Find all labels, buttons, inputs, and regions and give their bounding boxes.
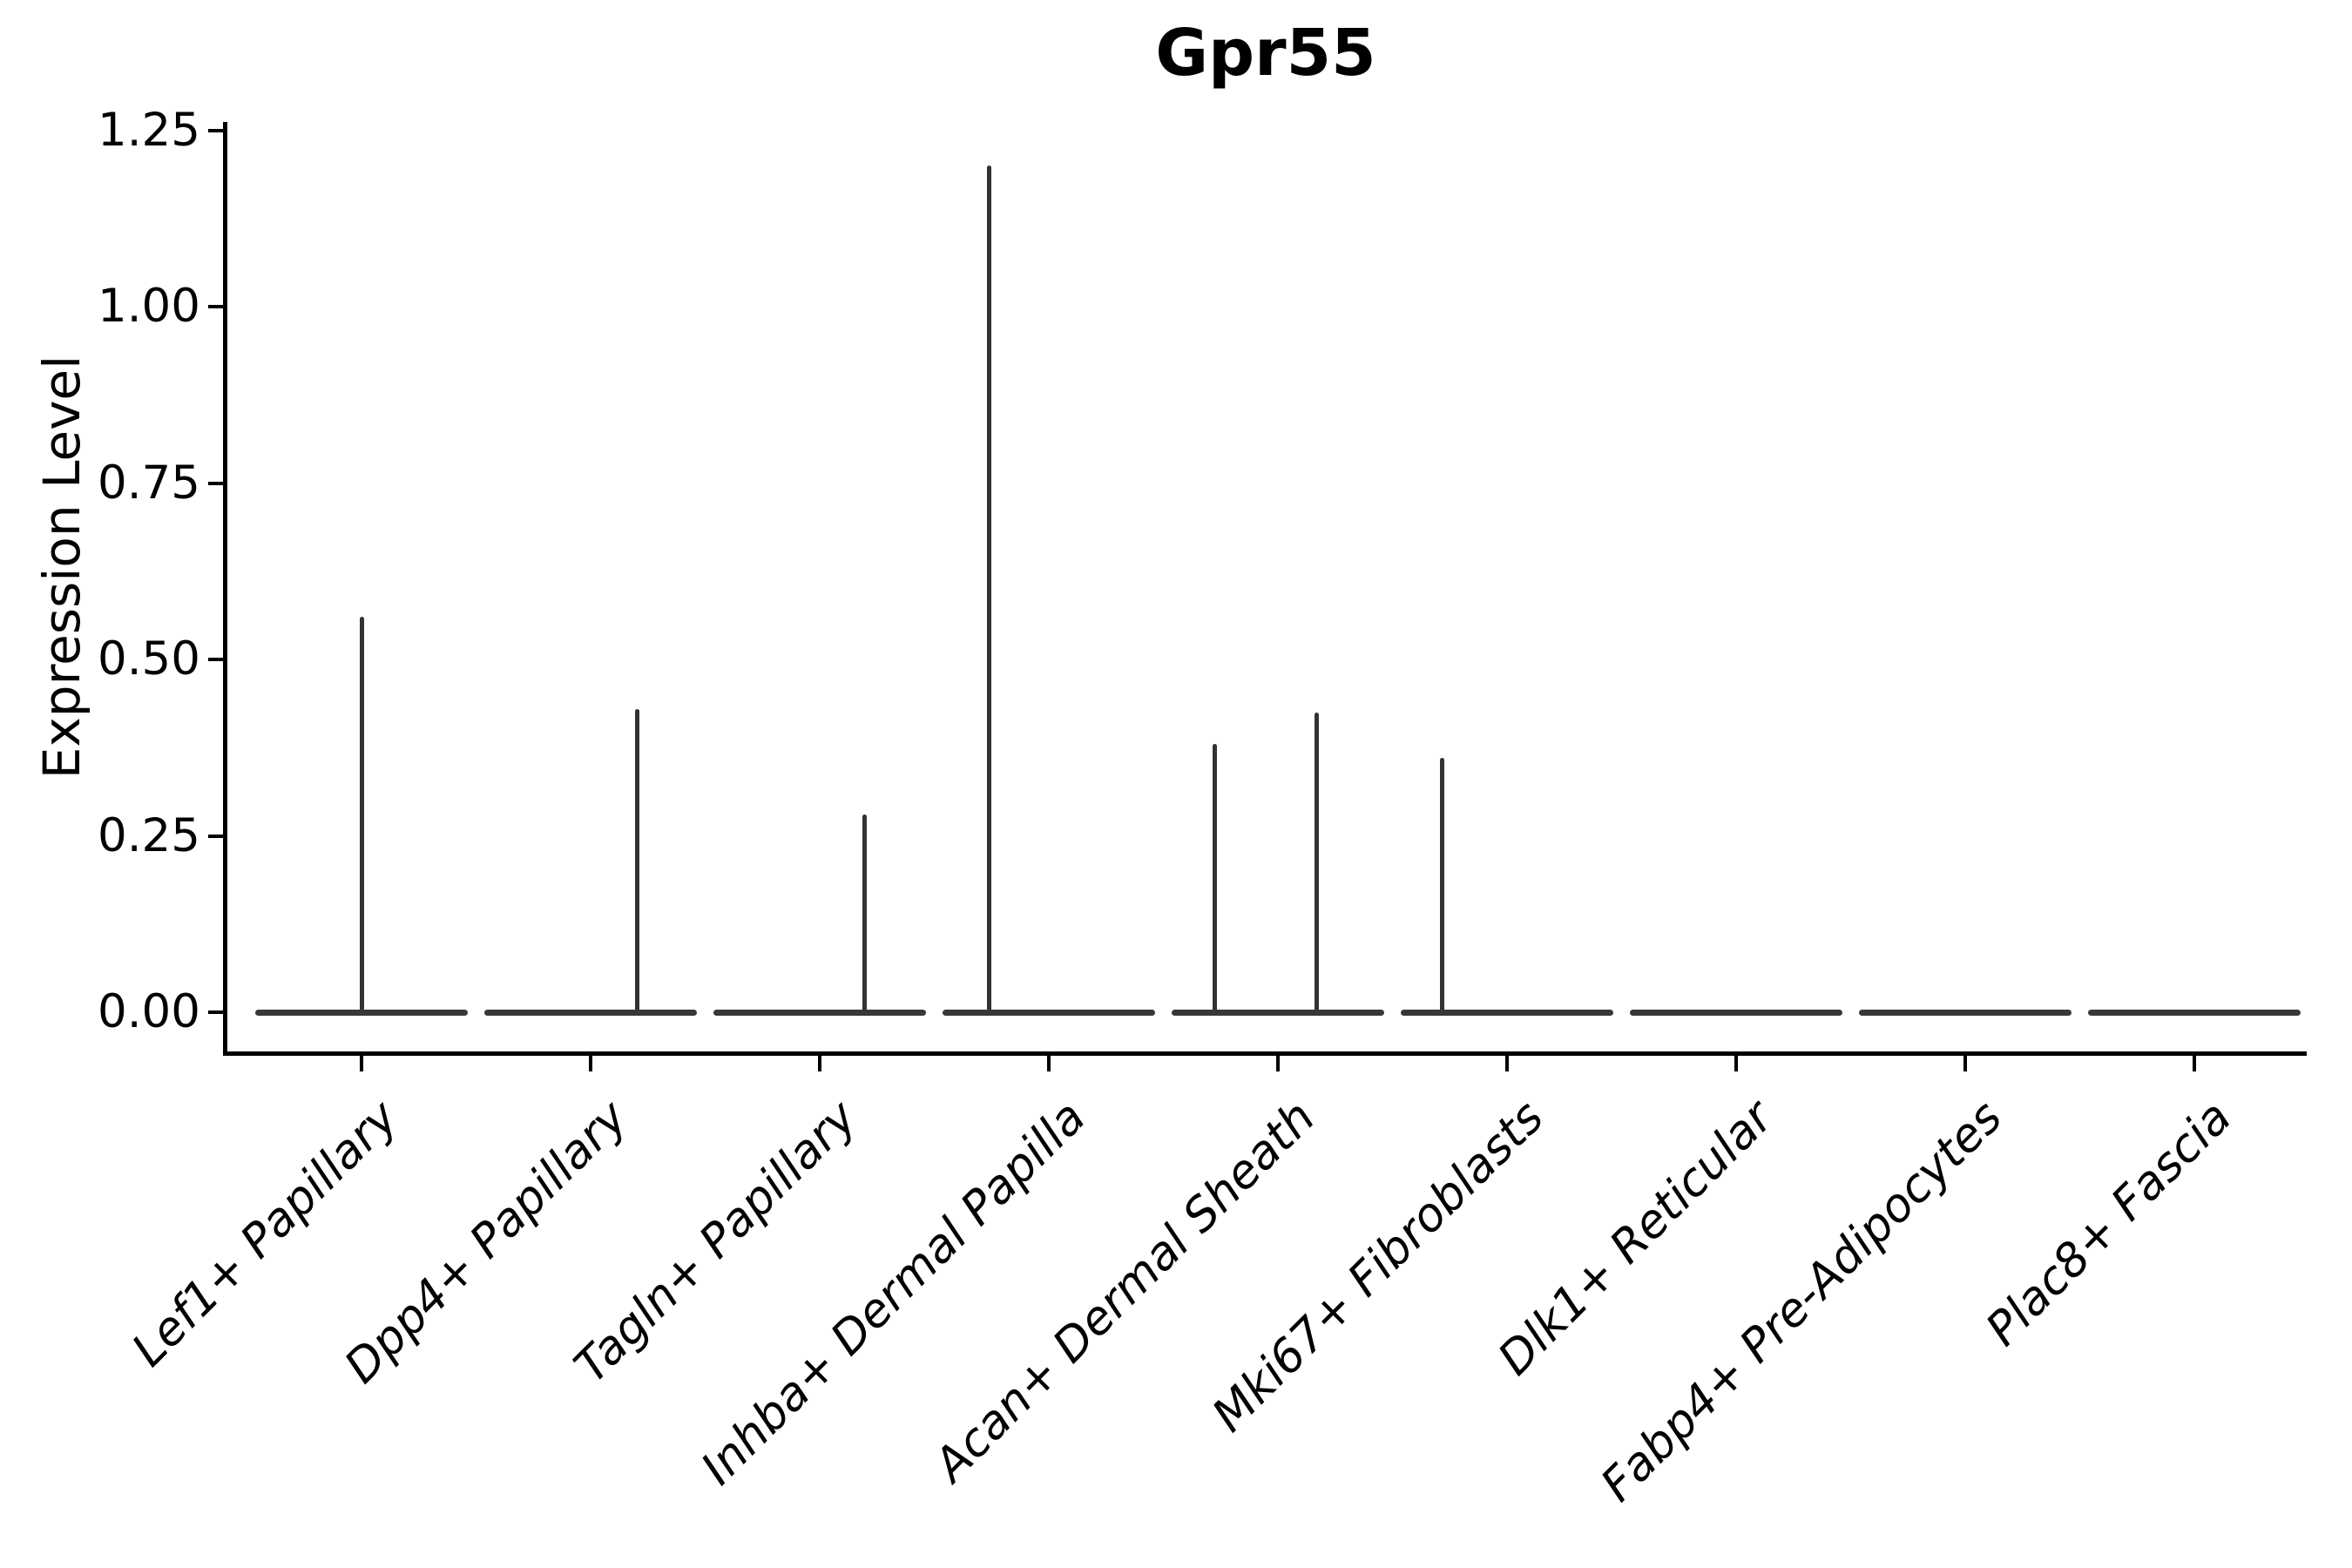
x-tick [2193,1056,2196,1071]
plot-title: Gpr55 [1155,16,1376,91]
y-tick-label: 0.25 [97,808,200,862]
y-tick-label: 0.00 [97,985,200,1038]
violin-baseline [2088,1009,2301,1016]
violin-spike [359,617,364,1015]
y-tick [208,481,223,485]
y-tick [208,1010,223,1014]
x-tick-label: Plac8+ Fascia [1976,1091,2242,1356]
violin-baseline [943,1009,1155,1016]
violin-baseline [713,1009,926,1016]
violin-spike [1315,712,1320,1015]
x-tick [1963,1056,1967,1071]
x-tick [1276,1056,1280,1071]
y-tick [208,305,223,308]
x-axis-spine [223,1051,2307,1056]
x-tick-label: Acan+ Dermal Sheath [923,1091,1326,1492]
violin-baseline [255,1009,468,1016]
x-tick [1734,1056,1738,1071]
y-axis-spine [223,122,227,1056]
x-tick [1505,1056,1509,1071]
x-tick-label: Inhba+ Dermal Papilla [691,1091,1097,1496]
violin-baseline [1630,1009,1842,1016]
violin-baseline [1859,1009,2072,1016]
y-tick-label: 1.00 [97,280,200,333]
x-tick-label: Fabp4+ Pre-Adipocytes [1591,1091,2013,1512]
x-tick [589,1056,592,1071]
y-tick-label: 0.50 [97,632,200,686]
violin-spike [1439,758,1444,1015]
y-tick-label: 0.75 [97,456,200,510]
y-tick-label: 1.25 [97,103,200,157]
violin-spike [862,814,867,1015]
y-tick [208,658,223,661]
x-tick [1047,1056,1051,1071]
y-axis-label: Expression Level [32,355,91,780]
y-tick [208,834,223,838]
violin-baseline [484,1009,697,1016]
violin-spike [635,708,640,1015]
violin-baseline [1401,1009,1613,1016]
y-tick [208,128,223,132]
violin-baseline [1172,1009,1384,1016]
y-axis-label-container: Expression Level [31,122,92,1012]
x-tick [360,1056,363,1071]
violin-spike [987,166,992,1015]
x-tick [818,1056,821,1071]
violin-spike [1213,744,1218,1015]
